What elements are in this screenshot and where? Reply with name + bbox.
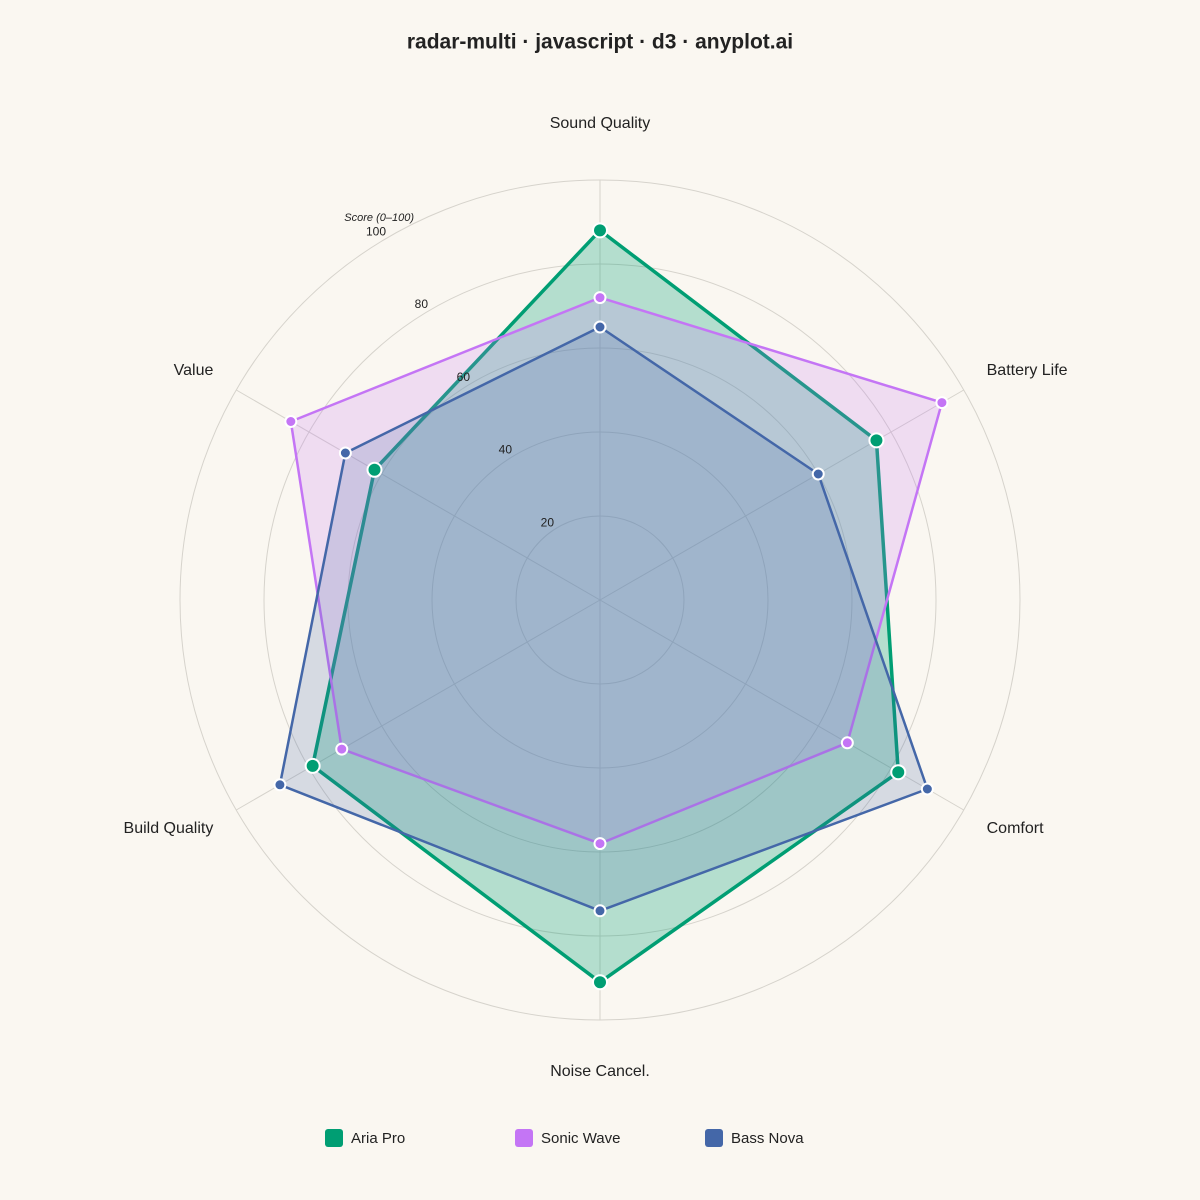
data-point bbox=[304, 757, 321, 774]
r-tick-label: 40 bbox=[499, 443, 513, 457]
legend-label: Aria Pro bbox=[351, 1130, 405, 1147]
data-point bbox=[920, 782, 934, 796]
legend-item: Bass Nova bbox=[705, 1129, 804, 1147]
axis-label: Noise Cancel. bbox=[550, 1063, 650, 1080]
data-point bbox=[592, 222, 608, 239]
axis-spoke bbox=[236, 389, 601, 601]
legend-swatch bbox=[325, 1129, 343, 1147]
data-point bbox=[335, 742, 349, 756]
data-point bbox=[338, 446, 352, 460]
legend-swatch bbox=[515, 1129, 533, 1147]
r-tick-label: 80 bbox=[415, 297, 429, 311]
axis-label: Comfort bbox=[987, 820, 1044, 837]
data-point bbox=[811, 467, 825, 481]
axis-label: Sound Quality bbox=[550, 115, 651, 132]
axis-label: Build Quality bbox=[124, 820, 214, 837]
legend-item: Aria Pro bbox=[325, 1129, 405, 1147]
data-point bbox=[935, 396, 949, 410]
data-point bbox=[592, 974, 608, 991]
chart-title: radar-multi · javascript · d3 · anyplot.… bbox=[407, 31, 793, 54]
r-tick-label: 20 bbox=[541, 515, 555, 529]
r-tick-label: 60 bbox=[457, 370, 471, 384]
data-point bbox=[890, 764, 907, 781]
data-point bbox=[366, 461, 383, 478]
data-point bbox=[593, 837, 607, 851]
data-point bbox=[284, 415, 298, 428]
legend-label: Sonic Wave bbox=[541, 1130, 620, 1147]
axis-label: Battery Life bbox=[987, 362, 1068, 379]
legend-item: Sonic Wave bbox=[515, 1129, 620, 1147]
axis-spoke bbox=[599, 389, 964, 601]
legend-swatch bbox=[705, 1129, 723, 1147]
data-point bbox=[840, 736, 854, 750]
data-point bbox=[593, 291, 607, 305]
data-point bbox=[273, 778, 287, 792]
r-tick-label: 100 bbox=[366, 224, 386, 238]
data-point bbox=[593, 320, 607, 334]
axis-label: Value bbox=[174, 362, 214, 379]
data-point bbox=[868, 432, 885, 449]
r-axis-label: Score (0–100) bbox=[344, 212, 414, 224]
axis-spoke bbox=[236, 599, 601, 811]
legend-label: Bass Nova bbox=[731, 1130, 804, 1147]
data-point bbox=[593, 904, 607, 918]
